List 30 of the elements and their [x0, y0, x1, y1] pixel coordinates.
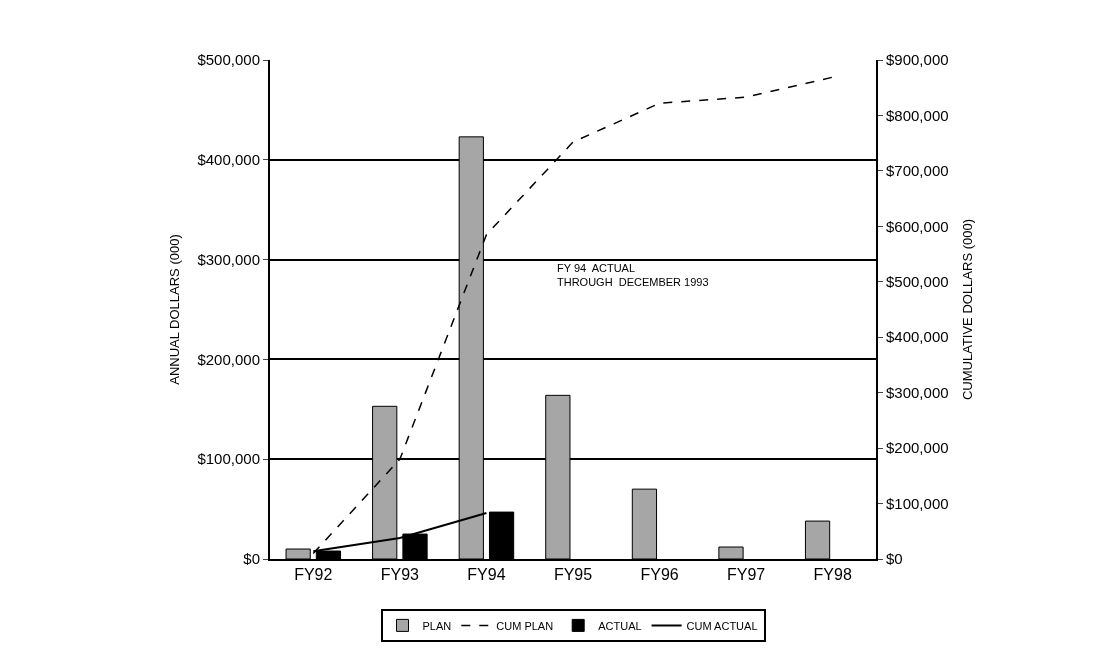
- y2-tick-label: $800,000: [886, 106, 949, 124]
- y-tick-label: $100,000: [197, 450, 260, 468]
- y-tick-label: $0: [243, 550, 260, 568]
- legend-label: CUM ACTUAL: [686, 619, 758, 632]
- annotation: FY 94 ACTUAL THROUGH DECEMBER 1993: [557, 262, 709, 289]
- legend-label: CUM PLAN: [496, 619, 554, 632]
- y2-tick-label: $100,000: [886, 494, 949, 512]
- y-tick-label: $400,000: [197, 151, 260, 169]
- legend-label: PLAN: [422, 619, 452, 632]
- x-tick-label: FY93: [380, 566, 420, 584]
- y2-tick-label: $700,000: [886, 162, 949, 180]
- x-tick-label: FY95: [553, 566, 593, 584]
- x-tick-label: FY98: [813, 566, 852, 584]
- y2-tick-label: $600,000: [886, 217, 949, 235]
- y2-axis-title: CUMULATIVE DOLLARS (000): [959, 218, 975, 401]
- y-tick-label: $500,000: [197, 51, 260, 69]
- legend-label: ACTUAL: [598, 619, 642, 632]
- y-axis-title: ANNUAL DOLLARS (000): [166, 234, 182, 385]
- x-tick-label: FY94: [467, 566, 506, 584]
- y2-tick-label: $200,000: [886, 439, 949, 457]
- y2-tick-label: $300,000: [886, 383, 949, 401]
- x-tick-label: FY97: [727, 566, 766, 584]
- y2-tick-label: $900,000: [886, 51, 949, 69]
- x-tick-label: FY96: [640, 566, 679, 584]
- y2-tick-label: $500,000: [886, 273, 949, 291]
- y2-tick-label: $0: [886, 550, 903, 568]
- y-tick-label: $300,000: [197, 250, 260, 268]
- y-tick-label: $200,000: [197, 350, 260, 368]
- x-tick-label: FY92: [294, 566, 333, 584]
- y2-tick-label: $400,000: [886, 328, 949, 346]
